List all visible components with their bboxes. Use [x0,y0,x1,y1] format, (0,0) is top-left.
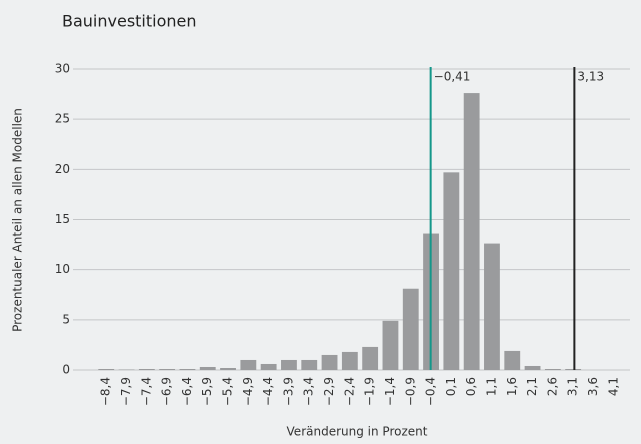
x-tick-label: −1,9 [363,377,377,406]
x-tick-label: −0,9 [403,377,417,406]
bar [402,288,419,370]
x-tick-label: 0,1 [444,377,458,396]
x-tick-label: −6,9 [160,377,174,406]
bar [281,359,297,370]
bar [199,366,216,370]
bar [341,351,358,370]
bar [220,367,236,370]
bar [118,369,135,370]
x-tick-label: 2,1 [525,377,539,396]
x-tick-label: 0,6 [464,377,478,396]
y-tick-label: 20 [55,162,70,176]
x-tick-label: −8,4 [99,377,113,406]
x-tick-label: 2,6 [545,377,559,396]
x-tick-label: 1,6 [505,377,519,396]
y-tick-label: 25 [55,112,70,126]
bar [362,346,379,370]
bar [260,363,277,370]
x-tick-label: −2,9 [322,377,336,406]
x-tick-label: −1,4 [383,377,397,406]
bar [159,368,176,370]
bar [463,93,480,370]
x-tick-label: 3,6 [586,377,600,396]
y-tick-label: 10 [55,262,70,276]
x-tick-label: −2,4 [342,377,356,406]
bar [179,368,196,370]
bar [382,320,399,370]
x-tick-label: 4,1 [606,377,620,396]
bar [443,172,460,370]
bar [98,368,115,370]
x-tick-label: 3,1 [566,377,580,396]
x-tick-label: −5,9 [200,377,214,406]
x-tick-label: −0,4 [424,377,438,406]
reference-label: −0,41 [434,70,471,84]
x-tick-label: −7,4 [139,377,153,406]
y-tick-label: 0 [62,363,70,377]
x-tick-label: −3,9 [281,377,295,406]
y-tick-label: 15 [55,212,70,226]
bar [504,350,521,370]
x-tick-label: −7,9 [119,377,133,406]
y-tick-label: 30 [55,62,70,76]
x-tick-label: 1,1 [484,377,498,396]
y-tick-label: 5 [62,312,70,326]
bar [301,359,318,370]
x-tick-label: −4,4 [261,377,275,406]
bar [484,243,500,370]
bar [240,359,257,370]
x-tick-label: −4,9 [241,377,255,406]
bar [524,365,541,370]
x-tick-label: −3,4 [302,377,316,406]
x-axis-label: Veränderung in Prozent [287,425,428,439]
x-tick-label: −6,4 [180,377,194,406]
bar [321,354,338,370]
reference-label: 3,13 [577,70,604,84]
bar [138,368,155,370]
bar [565,368,582,370]
x-tick-label: −5,4 [221,377,235,406]
y-axis-label: Prozentualer Anteil an allen Modellen [11,108,25,332]
bar [544,368,561,370]
chart-title: Bauinvestitionen [62,12,197,31]
